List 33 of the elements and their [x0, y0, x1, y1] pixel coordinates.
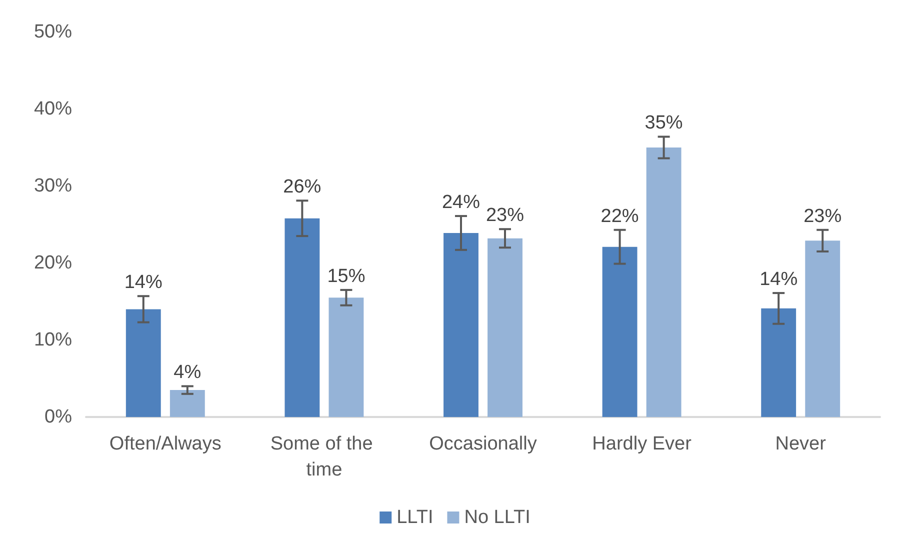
y-tick-label: 40% — [34, 98, 72, 120]
bar — [444, 232, 478, 417]
data-label: 35% — [644, 112, 683, 134]
bar — [126, 309, 161, 417]
data-label: 22% — [600, 206, 639, 227]
bar — [170, 390, 205, 417]
data-label: 24% — [442, 192, 480, 214]
bar — [284, 218, 320, 417]
x-tick-label: Occasionally — [429, 434, 538, 454]
bar — [805, 240, 840, 417]
y-tick-label: 30% — [34, 176, 72, 196]
x-tick-label: Hardly Ever — [592, 434, 692, 454]
y-tick-label: 0% — [44, 406, 72, 428]
data-label: 15% — [327, 266, 366, 287]
bar — [328, 298, 364, 417]
y-tick-label: 50% — [34, 22, 72, 42]
bar — [761, 308, 796, 417]
x-tick-label: Often/Always — [109, 434, 222, 454]
data-label: 14% — [124, 272, 163, 294]
x-tick-label: Some of the time — [270, 434, 378, 480]
data-label: 23% — [804, 206, 842, 227]
legend-label: No LLTI — [464, 507, 530, 528]
bar — [488, 238, 522, 417]
y-tick-label: 10% — [34, 330, 72, 350]
x-tick-label: Never — [775, 434, 827, 454]
data-label: 23% — [486, 205, 524, 226]
data-label: 26% — [283, 176, 322, 198]
legend-label: LLTI — [396, 507, 434, 528]
data-label: 14% — [760, 269, 798, 290]
bar — [602, 246, 638, 417]
data-label: 4% — [174, 362, 202, 384]
bar — [646, 148, 682, 417]
y-tick-label: 20% — [34, 252, 72, 274]
